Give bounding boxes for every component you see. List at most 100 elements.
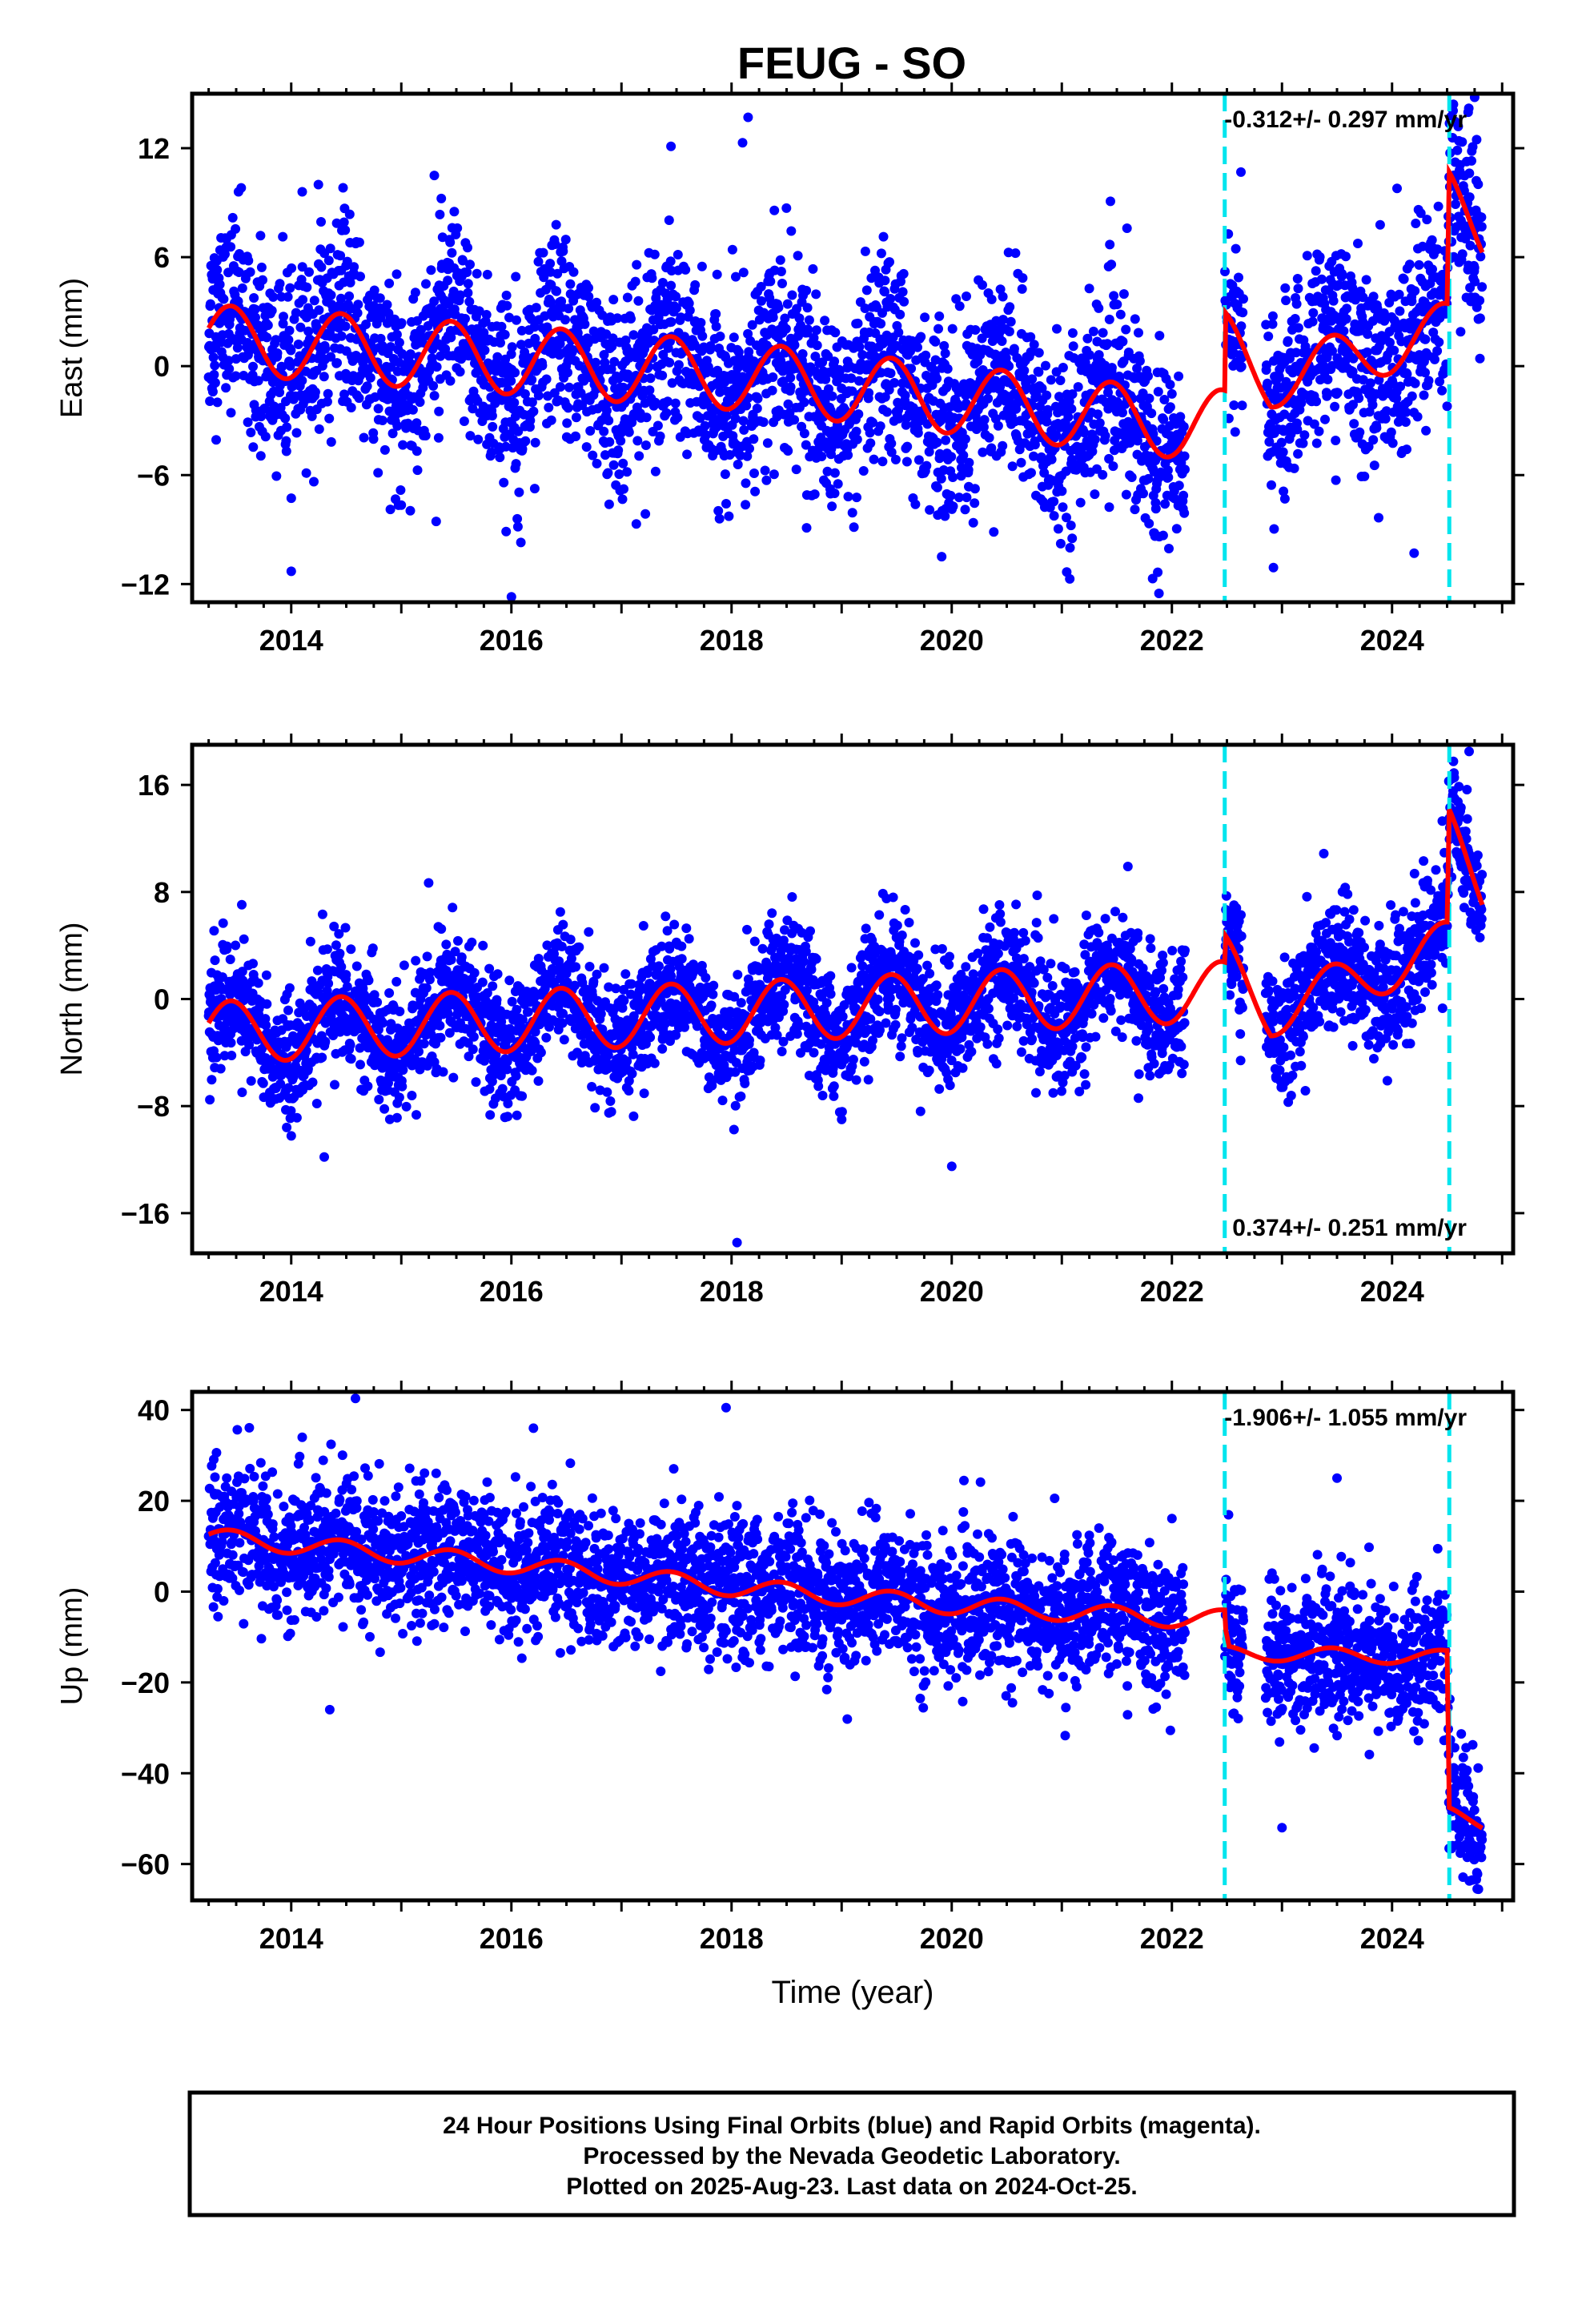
east-point — [248, 361, 258, 372]
north-point — [331, 940, 341, 951]
east-point — [415, 397, 425, 408]
north-point — [566, 954, 576, 963]
east-point — [811, 325, 821, 336]
east-point — [1279, 486, 1289, 497]
east-point — [405, 349, 416, 360]
east-point — [1331, 436, 1341, 445]
east-point — [998, 440, 1008, 451]
east-point — [1414, 259, 1424, 270]
east-point — [1362, 347, 1372, 357]
north-point — [491, 1050, 501, 1060]
east-point — [1094, 303, 1104, 313]
east-point — [1179, 451, 1190, 461]
north-point — [492, 995, 502, 1005]
north-point — [533, 954, 544, 963]
east-point — [303, 326, 314, 336]
east-point — [504, 312, 514, 323]
east-point — [697, 331, 708, 341]
north-point — [312, 965, 323, 975]
north-point — [363, 1081, 373, 1092]
east-point — [1262, 360, 1271, 370]
east-point — [1073, 382, 1083, 392]
north-point — [628, 1049, 638, 1059]
north-point — [237, 1088, 247, 1097]
north-point — [471, 1077, 481, 1088]
east-point — [564, 382, 574, 392]
north-point — [210, 955, 220, 966]
east-point — [632, 436, 643, 446]
north-point — [592, 969, 602, 979]
east-point — [998, 292, 1008, 302]
east-point — [1118, 289, 1129, 300]
east-point — [474, 306, 484, 316]
north-point — [311, 1099, 322, 1108]
east-point — [369, 285, 379, 296]
north-point — [340, 923, 351, 933]
east-point — [323, 255, 334, 266]
east-point — [291, 428, 302, 438]
north-point — [584, 927, 594, 937]
east-point — [284, 325, 295, 336]
north-point — [620, 969, 631, 979]
east-point — [606, 364, 616, 374]
east-point — [516, 325, 527, 336]
east-point — [762, 438, 773, 448]
east-point — [978, 422, 989, 432]
east-point — [271, 335, 281, 345]
east-x-tick-label: 2014 — [259, 624, 323, 657]
east-point — [1342, 304, 1352, 314]
east-point — [481, 310, 492, 320]
east-point — [940, 348, 950, 359]
north-point — [488, 981, 498, 991]
east-point — [1065, 573, 1075, 584]
east-point — [801, 285, 812, 296]
east-point — [1302, 251, 1312, 261]
north-point — [597, 1024, 608, 1035]
east-point — [1354, 393, 1364, 404]
north-point — [626, 979, 636, 989]
east-point — [1391, 393, 1402, 404]
east-point — [673, 412, 683, 423]
east-point — [846, 373, 857, 384]
east-point — [769, 205, 780, 215]
north-point — [584, 962, 595, 971]
north-point — [262, 999, 272, 1009]
east-point — [488, 421, 498, 432]
north-point — [602, 1087, 612, 1097]
east-point — [529, 322, 540, 332]
east-point — [231, 223, 241, 234]
east-point — [307, 411, 317, 421]
east-point — [1298, 438, 1308, 448]
east-point — [995, 284, 1006, 295]
east-point — [932, 437, 942, 448]
north-point — [542, 940, 552, 951]
east-outlier-point — [666, 141, 677, 151]
north-point — [288, 1072, 299, 1082]
east-point — [1412, 412, 1423, 422]
north-point — [237, 967, 247, 977]
north-point — [639, 1088, 649, 1099]
east-point — [1082, 333, 1093, 344]
east-point — [1106, 196, 1115, 207]
north-point — [484, 1084, 495, 1094]
east-point — [696, 318, 706, 328]
east-point — [552, 286, 562, 296]
east-point — [1291, 299, 1302, 309]
east-point — [671, 292, 681, 302]
north-point — [282, 1122, 292, 1132]
east-point — [1452, 145, 1463, 155]
east-point — [1174, 371, 1184, 381]
east-point — [1327, 346, 1337, 356]
east-point — [373, 468, 383, 478]
north-point — [399, 960, 409, 971]
east-point — [1109, 291, 1119, 301]
east-point — [1464, 168, 1475, 179]
east-point — [670, 398, 681, 408]
east-point — [1399, 274, 1409, 284]
east-point — [1103, 388, 1113, 397]
east-point — [978, 447, 988, 457]
north-point — [291, 1112, 302, 1123]
east-point — [744, 347, 754, 357]
east-point — [237, 283, 247, 293]
east-point — [1034, 367, 1044, 377]
